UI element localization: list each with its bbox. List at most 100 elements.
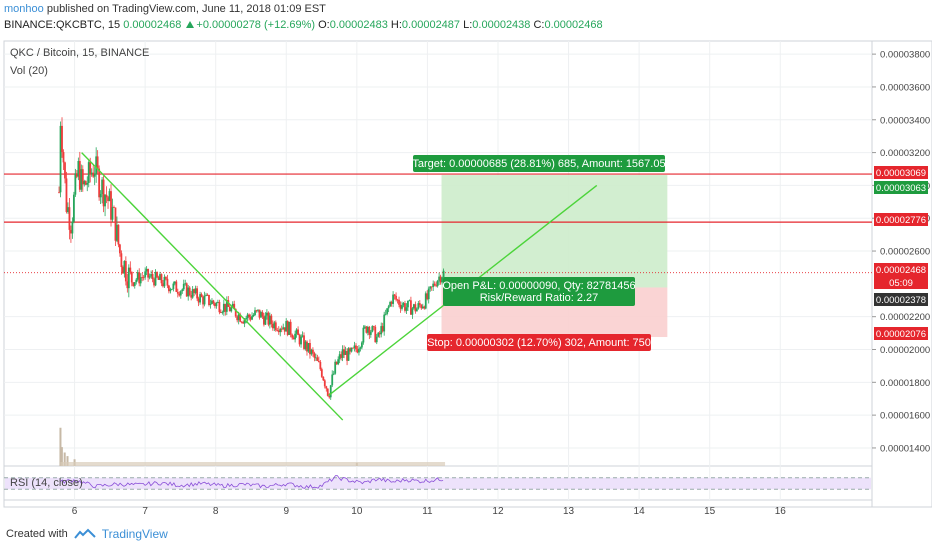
candle-body [355,345,357,350]
candle-body [414,304,417,312]
candle-body [300,336,302,345]
candle-body [203,295,206,305]
tradingview-link[interactable]: TradingView [101,527,168,541]
candle-body [436,280,439,287]
candle-body [322,376,325,381]
candle-body [323,380,326,387]
candle-body [194,288,197,294]
candle-body [251,316,253,320]
candle-body [270,315,273,324]
svg-text:0.00002076: 0.00002076 [876,329,926,340]
candle-body [71,221,74,234]
candle-body [168,285,170,292]
candle-body [108,191,111,202]
candle-body [372,326,375,327]
target-label: Target: 0.00000685 (28.81%) 685, Amount:… [412,158,665,170]
candle-body [289,321,292,335]
candle-body [328,395,331,398]
candle-body [111,207,114,220]
candle-body [142,277,145,279]
candle-body [297,329,299,336]
candle-body [329,385,332,398]
candle-body [114,207,117,241]
y-tick-label: 0.00003800 [880,50,930,61]
high-label: H: [390,19,402,31]
price-axis[interactable]: 0.00001400 0.00001600 0.00001800 0.00002000… [872,50,930,455]
candle-body [176,291,179,294]
symbol-name: BINANCE:QKCBTC, 15 [4,19,121,31]
candle-body [86,182,89,185]
candle-body [236,316,239,321]
trendline [81,152,344,421]
candle-body [172,283,175,289]
candle-body [337,359,340,365]
candle-body [117,224,120,245]
candle-body [298,335,301,345]
candle-body [205,294,207,296]
candle-body [358,348,360,353]
svg-text:0.00002378: 0.00002378 [876,295,926,306]
candle-body [306,341,308,352]
candle-body [383,314,386,332]
candle-body [208,294,210,305]
y-tick-label: 0.00001800 [880,378,930,389]
horizontal-lines[interactable] [4,173,872,274]
volume-label: Vol (20) [10,65,48,77]
candle-body [121,267,124,274]
volume-bar [60,447,63,466]
candle-body [325,386,328,389]
candle-body [319,361,322,370]
candle-body [288,321,291,335]
stop-label-box[interactable]: Stop: 0.00000302 (12.70%) 302, Amount: 7… [427,334,651,351]
candle-body [68,207,71,230]
x-tick-label: 11 [422,506,433,517]
pnl-label-box[interactable]: Open P&L: 0.00000090, Qty: 82781456 Risk… [442,277,636,306]
author-link[interactable]: monhoo [4,3,44,15]
candle-body [93,174,96,177]
candle-body [292,337,295,340]
candle-body [98,168,101,198]
pnl-line-1: Open P&L: 0.00000090, Qty: 82781456 [442,280,635,292]
candle-body [135,279,138,283]
candle-body [119,244,121,254]
candle-body [92,172,95,177]
candle-body [371,326,374,332]
candle-body [62,152,65,163]
candle-body [139,277,142,284]
candle-body [263,316,265,325]
time-axis[interactable]: 6 7 8 9 10 11 12 13 14 15 16 [72,506,786,517]
candle-body [415,308,418,312]
open-value: 0.00002483 [329,19,388,31]
candle-body [401,305,403,309]
candle-body [254,310,256,316]
candle-body [178,293,181,296]
low-value: 0.00002438 [472,19,531,31]
candle-body [217,301,219,303]
candle-body [283,327,286,332]
candle-body [228,306,231,312]
long-position-tool[interactable] [441,175,668,338]
candle-body [404,303,406,311]
candle-body [58,191,60,193]
candle-body [211,300,213,304]
price-change: +0.00000278 (+12.69%) [196,19,316,31]
candle-body [380,326,383,335]
candle-body [104,194,106,207]
candle-body [181,289,184,292]
svg-text:0.00003063: 0.00003063 [876,183,926,194]
candle-body [332,373,335,375]
candle-body [375,336,378,343]
candle-body [138,272,141,284]
candle-body [246,314,249,319]
y-tick-label: 0.00001600 [880,411,930,422]
candle-body [310,349,313,355]
target-zone [441,175,668,288]
candle-body [242,321,245,324]
candle-body [102,179,105,207]
candle-body [81,169,84,185]
candle-body [320,369,323,377]
candle-body [191,289,194,298]
target-label-box[interactable]: Target: 0.00000685 (28.81%) 685, Amount:… [412,155,666,172]
price-tag-2776: 0.00002776 [874,213,928,226]
